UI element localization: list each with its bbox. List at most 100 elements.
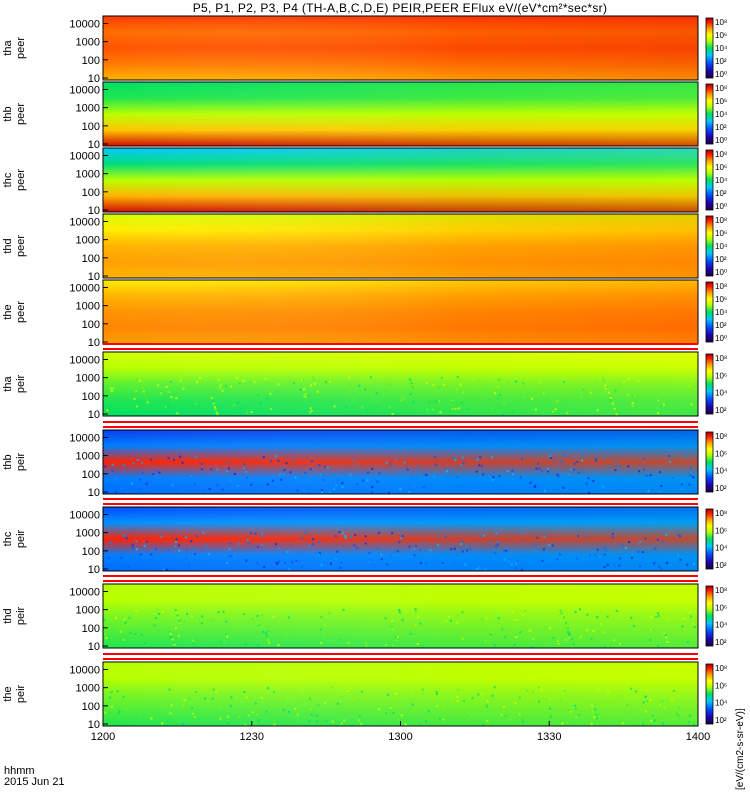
spectrogram-noise-pixel	[277, 383, 280, 386]
spectrogram-noise-pixel	[535, 467, 538, 470]
chart-title: P5, P1, P2, P3, P4 (TH-A,B,C,D,E) PEIR,P…	[192, 1, 608, 15]
spectrogram-noise-pixel	[493, 686, 496, 689]
spectrogram-noise-pixel	[154, 549, 157, 552]
spectrogram-noise-pixel	[692, 476, 695, 479]
spectrogram-noise-pixel	[302, 689, 305, 692]
spectrogram-noise-pixel	[174, 627, 177, 630]
spectrogram-noise-pixel	[171, 638, 174, 641]
spectrogram-noise-pixel	[123, 618, 126, 621]
spectrogram-noise-pixel	[553, 615, 556, 618]
spectrogram-noise-pixel	[409, 690, 412, 693]
spectrogram-noise-pixel	[314, 612, 317, 615]
spectrogram-noise-pixel	[368, 552, 371, 555]
spectrogram-noise-pixel	[497, 378, 500, 381]
spectrogram-noise-pixel	[137, 376, 140, 379]
colorbar-unit-label: [eV/(cm2-s-sr-eV)]	[735, 708, 746, 790]
spectrogram-noise-pixel	[343, 719, 346, 722]
spectrogram-noise-pixel	[510, 563, 513, 566]
spectrogram-noise-pixel	[533, 485, 536, 488]
spectrogram-noise-pixel	[653, 562, 656, 565]
spectrogram-noise-pixel	[576, 460, 579, 463]
y-tick-label: 10	[88, 641, 100, 653]
spectrogram-noise-pixel	[520, 457, 523, 460]
spectrogram-noise-pixel	[259, 625, 262, 628]
spectrogram-noise-pixel	[689, 467, 692, 470]
spectrogram-noise-pixel	[216, 468, 219, 471]
spectrogram-noise-pixel	[150, 458, 153, 461]
spectrogram-noise-pixel	[346, 690, 349, 693]
spectrogram-noise-pixel	[590, 637, 593, 640]
spectrogram-noise-pixel	[446, 470, 449, 473]
spectrogram-noise-pixel	[671, 476, 674, 479]
colorbar-tick-label: 10⁶	[715, 526, 727, 535]
spectrogram-noise-pixel	[677, 533, 680, 536]
spectrogram-noise-pixel	[678, 535, 681, 538]
spectrogram-noise-pixel	[490, 456, 493, 459]
spectrogram-noise-pixel	[142, 390, 145, 393]
spectrogram-noise-pixel	[356, 483, 359, 486]
spectrogram-noise-pixel	[594, 553, 597, 556]
spectrogram-noise-pixel	[169, 636, 172, 639]
spectrogram-noise-pixel	[391, 628, 394, 631]
spectrogram-noise-pixel	[257, 719, 260, 722]
spectrogram-noise-pixel	[678, 715, 681, 718]
colorbar	[705, 431, 714, 493]
spectrogram-noise-pixel	[664, 721, 667, 724]
y-tick-label: 10	[88, 487, 100, 499]
spectrogram-noise-pixel	[604, 384, 607, 387]
spectrogram-noise-pixel	[626, 704, 629, 707]
spectrogram-noise-pixel	[221, 488, 224, 491]
spectrogram-noise-pixel	[518, 696, 521, 699]
spectrogram-noise-pixel	[402, 395, 405, 398]
spectrogram-noise-pixel	[473, 641, 476, 644]
spectrogram-noise-pixel	[486, 720, 489, 723]
spectrogram-noise-pixel	[152, 473, 155, 476]
spectrogram-noise-pixel	[686, 641, 689, 644]
spectrogram-noise-pixel	[461, 611, 464, 614]
spectrogram-noise-pixel	[330, 686, 333, 689]
spectrogram-noise-pixel	[408, 378, 411, 381]
spectrogram-noise-pixel	[602, 485, 605, 488]
spectrogram-noise-pixel	[267, 687, 270, 690]
spectrogram-noise-pixel	[370, 490, 373, 493]
spectrogram-noise-pixel	[562, 486, 565, 489]
spectrogram-noise-pixel	[511, 469, 514, 472]
spectrogram-noise-pixel	[292, 382, 295, 385]
spectrogram-noise-pixel	[586, 613, 589, 616]
spectrogram-noise-pixel	[233, 403, 236, 406]
colorbar-tick-label: 10⁶	[715, 603, 727, 612]
spectrogram-noise-pixel	[146, 540, 149, 543]
spectrogram-noise-pixel	[349, 473, 352, 476]
spectrogram-noise-pixel	[366, 409, 369, 412]
spectrogram-noise-pixel	[203, 697, 206, 700]
spectrogram-noise-pixel	[392, 711, 395, 714]
spectrogram-noise-pixel	[226, 562, 229, 565]
spectrogram-noise-pixel	[658, 471, 661, 474]
spectrogram-noise-pixel	[506, 548, 509, 551]
spectrogram-noise-pixel	[161, 722, 164, 725]
spectrogram-time-shading	[103, 214, 698, 278]
spectrogram-noise-pixel	[609, 399, 612, 402]
spectrogram-noise-pixel	[652, 714, 655, 717]
spectrogram-noise-pixel	[174, 609, 177, 612]
spectrogram-noise-pixel	[551, 544, 554, 547]
spectrogram-noise-pixel	[300, 378, 303, 381]
y-tick-label: 100	[82, 55, 100, 67]
panel-species-label: peer	[15, 37, 27, 59]
spectrogram-noise-pixel	[210, 468, 213, 471]
spectrogram-noise-pixel	[654, 613, 657, 616]
spectrogram-noise-pixel	[156, 384, 159, 387]
spectrogram-noise-pixel	[574, 462, 577, 465]
spectrogram-noise-pixel	[486, 700, 489, 703]
spectrogram-noise-pixel	[338, 700, 341, 703]
spectrogram-noise-pixel	[156, 608, 159, 611]
y-tick-label: 1000	[76, 37, 100, 49]
spectrogram-noise-pixel	[653, 719, 656, 722]
spectrogram-noise-pixel	[389, 383, 392, 386]
spectrogram-noise-pixel	[558, 460, 561, 463]
spectrogram-noise-pixel	[333, 405, 336, 408]
spectrogram-noise-pixel	[485, 617, 488, 620]
spectrogram-noise-pixel	[174, 545, 177, 548]
spectrogram-noise-pixel	[334, 535, 337, 538]
spectrogram-noise-pixel	[594, 379, 597, 382]
